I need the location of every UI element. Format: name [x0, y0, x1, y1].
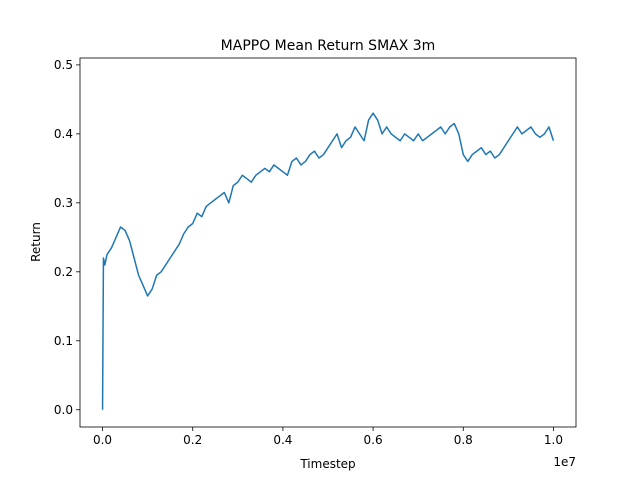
y-tick-label: 0.5	[54, 58, 73, 72]
y-tick-label: 0.0	[54, 403, 73, 417]
y-axis-label: Return	[29, 222, 43, 262]
y-tick-label: 0.2	[54, 265, 73, 279]
x-axis-offset-label: 1e7	[553, 455, 576, 469]
y-tick-label: 0.4	[54, 127, 73, 141]
x-tick-label: 0.6	[364, 433, 383, 447]
x-tick-label: 0.2	[183, 433, 202, 447]
chart-title: MAPPO Mean Return SMAX 3m	[221, 38, 436, 54]
y-tick-label: 0.3	[54, 196, 73, 210]
x-tick-label: 0.8	[454, 433, 473, 447]
x-tick-label: 0.0	[93, 433, 112, 447]
plot-area	[101, 112, 555, 410]
x-tick-label: 1.0	[544, 433, 563, 447]
y-tick-label: 0.1	[54, 334, 73, 348]
x-tick-label: 0.4	[273, 433, 292, 447]
axis-ticks: 0.0 0.2 0.4 0.6 0.8 1.0 0.0 0.1 0.2 0.3 0.4 0.5	[54, 58, 563, 447]
series-line-0	[101, 112, 555, 410]
plot-frame	[79, 57, 577, 428]
x-axis-label: Timestep	[299, 457, 355, 471]
